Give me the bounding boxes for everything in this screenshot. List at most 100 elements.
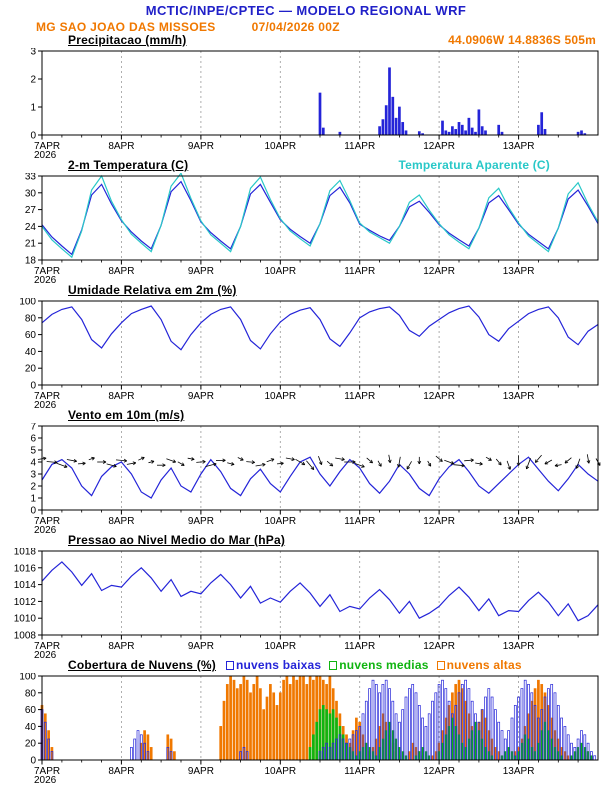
svg-text:10APR: 10APR: [264, 516, 296, 527]
report-title: MCTIC/INPE/CPTEC — MODELO REGIONAL WRF: [145, 3, 467, 18]
svg-text:30: 30: [25, 188, 37, 199]
svg-text:20: 20: [25, 739, 37, 750]
svg-text:9APR: 9APR: [188, 266, 214, 277]
svg-text:1016: 1016: [14, 563, 37, 574]
svg-text:8APR: 8APR: [108, 266, 134, 277]
legend-item-low-clouds: nuvens baixas: [225, 658, 322, 672]
run-datetime: 07/04/2026 00Z: [251, 20, 340, 34]
panel-precipitation: Precipitacao (mm/h) 44.0906W 14.8836S 50…: [0, 33, 612, 158]
legend-item-mid-clouds: nuvens medias: [329, 658, 428, 672]
svg-text:11APR: 11APR: [344, 641, 375, 652]
mid-clouds-swatch-icon: [329, 661, 338, 670]
svg-text:13APR: 13APR: [503, 516, 535, 527]
panel-temperature: 2-m Temperatura (C) Temperatura Aparente…: [0, 158, 612, 283]
svg-text:1014: 1014: [14, 580, 37, 591]
panel-pressure-title: Pressao ao Nivel Medio do Mar (hPa): [68, 533, 286, 547]
svg-text:20: 20: [25, 364, 37, 375]
svg-text:11APR: 11APR: [344, 391, 375, 402]
svg-text:12APR: 12APR: [423, 266, 455, 277]
panel-humidity: Umidade Relativa em 2m (%) 0 20 40 60 80 100 7…: [0, 283, 612, 408]
svg-text:12APR: 12APR: [423, 391, 455, 402]
panel-clouds: Cobertura de Nuvens (%) nuvens baixas nu…: [0, 658, 612, 783]
panel-humidity-titlerow: Umidade Relativa em 2m (%): [0, 283, 612, 298]
svg-text:11APR: 11APR: [344, 516, 375, 527]
svg-text:1012: 1012: [14, 597, 37, 608]
svg-text:3: 3: [30, 48, 36, 58]
svg-text:3: 3: [30, 470, 36, 481]
svg-text:21: 21: [25, 239, 37, 250]
station-coordinates: 44.0906W 14.8836S 505m: [448, 33, 596, 47]
svg-text:7APR: 7APR: [34, 141, 60, 152]
svg-text:8APR: 8APR: [108, 141, 134, 152]
panel-clouds-title: Cobertura de Nuvens (%): [68, 658, 216, 672]
svg-text:2026: 2026: [34, 650, 57, 658]
svg-text:13APR: 13APR: [503, 766, 535, 777]
svg-text:11APR: 11APR: [344, 141, 375, 152]
svg-text:13APR: 13APR: [503, 641, 535, 652]
svg-text:7APR: 7APR: [34, 391, 60, 402]
svg-text:11APR: 11APR: [344, 266, 375, 277]
svg-text:100: 100: [19, 673, 36, 683]
svg-text:60: 60: [25, 330, 37, 341]
svg-text:1018: 1018: [14, 548, 37, 558]
svg-text:6: 6: [30, 434, 36, 445]
svg-text:12APR: 12APR: [423, 766, 455, 777]
high-clouds-swatch-icon: [436, 661, 445, 670]
svg-text:12APR: 12APR: [423, 641, 455, 652]
svg-text:9APR: 9APR: [188, 766, 214, 777]
svg-text:0: 0: [30, 756, 36, 767]
panel-precipitation-title: Precipitacao (mm/h): [68, 33, 187, 47]
svg-text:1: 1: [30, 494, 36, 505]
svg-text:60: 60: [25, 705, 37, 716]
svg-text:11APR: 11APR: [344, 766, 375, 777]
svg-text:9APR: 9APR: [188, 141, 214, 152]
svg-text:40: 40: [25, 347, 37, 358]
panel-wind: Vento em 10m (m/s) 0 1 2 3 4 5 6 7 7APR 2026 8APR 9…: [0, 408, 612, 533]
svg-text:8APR: 8APR: [108, 766, 134, 777]
svg-text:1010: 1010: [14, 614, 37, 625]
cloud-legend: nuvens baixas nuvens medias nuvens altas: [225, 658, 522, 672]
svg-text:2026: 2026: [34, 400, 57, 408]
svg-text:7APR: 7APR: [34, 266, 60, 277]
svg-text:10APR: 10APR: [264, 641, 296, 652]
svg-text:7APR: 7APR: [34, 516, 60, 527]
svg-text:7: 7: [30, 423, 36, 433]
panel-precipitation-titlerow: Precipitacao (mm/h) 44.0906W 14.8836S 50…: [0, 33, 612, 48]
apparent-temperature-label: Temperatura Aparente (C): [398, 158, 550, 172]
svg-text:2: 2: [30, 75, 36, 86]
svg-text:5: 5: [30, 446, 36, 457]
station-name: MG SAO JOAO DAS MISSOES: [36, 20, 216, 34]
svg-text:8APR: 8APR: [108, 516, 134, 527]
svg-text:2026: 2026: [34, 150, 57, 158]
panel-pressure-titlerow: Pressao ao Nivel Medio do Mar (hPa): [0, 533, 612, 548]
svg-text:7APR: 7APR: [34, 766, 60, 777]
low-clouds-swatch-icon: [225, 661, 234, 670]
panel-temperature-title: 2-m Temperatura (C): [68, 158, 189, 172]
svg-text:80: 80: [25, 688, 37, 699]
svg-text:40: 40: [25, 722, 37, 733]
svg-text:33: 33: [25, 173, 37, 183]
svg-text:0: 0: [30, 381, 36, 392]
svg-text:2026: 2026: [34, 525, 57, 533]
legend-item-high-clouds: nuvens altas: [436, 658, 522, 672]
svg-text:18: 18: [25, 256, 37, 267]
svg-text:100: 100: [19, 298, 36, 308]
svg-text:10APR: 10APR: [264, 766, 296, 777]
legend-low-label: nuvens baixas: [235, 658, 322, 672]
svg-text:13APR: 13APR: [503, 266, 535, 277]
legend-mid-label: nuvens medias: [339, 658, 429, 672]
svg-text:2: 2: [30, 482, 36, 493]
svg-text:9APR: 9APR: [188, 391, 214, 402]
svg-text:1: 1: [30, 103, 36, 114]
svg-text:12APR: 12APR: [423, 516, 455, 527]
legend-high-label: nuvens altas: [446, 658, 522, 672]
svg-text:27: 27: [25, 205, 37, 216]
svg-text:0: 0: [30, 506, 36, 517]
